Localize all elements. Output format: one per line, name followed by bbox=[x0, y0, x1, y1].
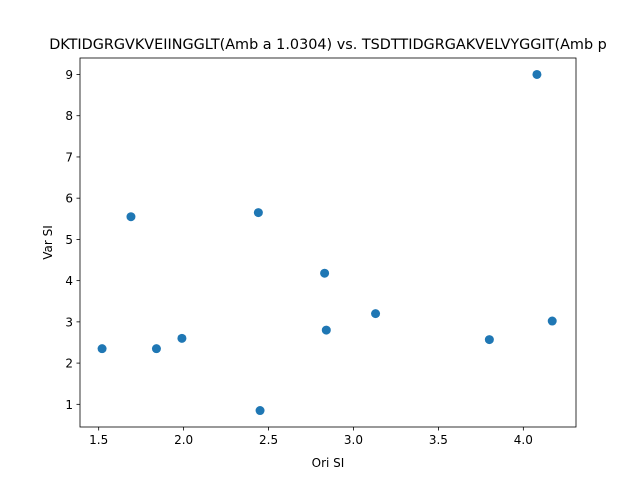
x-tick-label: 3.0 bbox=[344, 433, 363, 447]
data-point bbox=[532, 70, 541, 79]
y-tick-label: 3 bbox=[65, 315, 73, 329]
x-tick-label: 4.0 bbox=[514, 433, 533, 447]
y-tick-label: 8 bbox=[65, 109, 73, 123]
y-tick-label: 1 bbox=[65, 398, 73, 412]
plot-area bbox=[80, 58, 576, 427]
y-tick-label: 7 bbox=[65, 150, 73, 164]
data-point bbox=[152, 344, 161, 353]
data-point bbox=[256, 406, 265, 415]
x-tick-label: 2.5 bbox=[259, 433, 278, 447]
data-point bbox=[548, 317, 557, 326]
data-point bbox=[254, 208, 263, 217]
y-tick-label: 5 bbox=[65, 233, 73, 247]
data-point bbox=[126, 212, 135, 221]
x-axis-label: Ori SI bbox=[312, 456, 345, 470]
y-tick-label: 9 bbox=[65, 68, 73, 82]
x-tick-label: 3.5 bbox=[429, 433, 448, 447]
x-tick-label: 1.5 bbox=[89, 433, 108, 447]
data-point bbox=[98, 344, 107, 353]
data-point bbox=[371, 309, 380, 318]
x-tick-label: 2.0 bbox=[174, 433, 193, 447]
y-tick-label: 4 bbox=[65, 274, 73, 288]
y-tick-label: 6 bbox=[65, 192, 73, 206]
data-point bbox=[322, 326, 331, 335]
data-point bbox=[177, 334, 186, 343]
y-axis-label: Var SI bbox=[41, 225, 55, 260]
chart-title: DKTIDGRGVKVEIINGGLT(Amb a 1.0304) vs. TS… bbox=[49, 37, 607, 53]
data-point bbox=[485, 335, 494, 344]
data-point bbox=[320, 269, 329, 278]
y-tick-label: 2 bbox=[65, 357, 73, 371]
